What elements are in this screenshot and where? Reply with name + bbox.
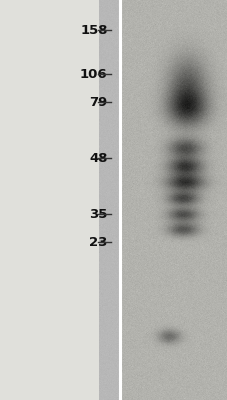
Text: 48: 48	[89, 152, 107, 164]
Text: 106: 106	[80, 68, 107, 80]
Text: 23: 23	[89, 236, 107, 248]
Text: 79: 79	[89, 96, 107, 108]
Text: 35: 35	[89, 208, 107, 220]
Text: 158: 158	[80, 24, 107, 36]
